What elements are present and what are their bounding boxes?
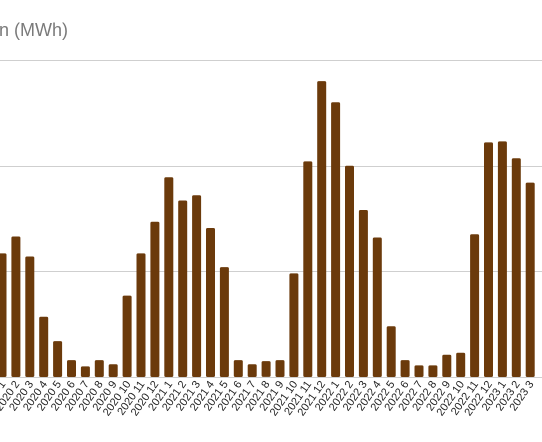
bar xyxy=(0,253,7,377)
bar xyxy=(178,200,188,377)
bar xyxy=(164,177,174,377)
bar xyxy=(317,81,327,377)
bar xyxy=(247,364,257,377)
bar xyxy=(428,365,438,377)
bar xyxy=(372,237,382,377)
bar xyxy=(11,236,21,377)
bar xyxy=(122,295,132,377)
bar xyxy=(39,316,49,377)
bar xyxy=(470,234,480,377)
bar xyxy=(484,142,493,377)
bar xyxy=(303,161,313,377)
bar xyxy=(525,182,535,377)
bar xyxy=(136,253,146,377)
bar xyxy=(456,352,466,377)
bar xyxy=(94,360,104,377)
bar xyxy=(331,102,341,378)
gridlines xyxy=(0,60,542,378)
bar xyxy=(150,221,160,377)
bar xyxy=(414,365,424,377)
bar xyxy=(497,141,507,377)
bars xyxy=(0,81,535,378)
bar xyxy=(219,267,229,377)
bar xyxy=(511,158,521,377)
bar xyxy=(80,366,90,377)
bar xyxy=(345,165,354,377)
bar xyxy=(261,361,271,377)
chart-title: tion (MWh) xyxy=(0,20,69,40)
bar xyxy=(108,364,118,377)
bar xyxy=(192,195,202,377)
bar xyxy=(206,228,215,377)
bar xyxy=(358,210,368,377)
bar xyxy=(289,273,299,377)
bar xyxy=(233,360,243,377)
bar xyxy=(386,326,396,377)
bar xyxy=(275,360,285,377)
bar xyxy=(53,341,63,377)
bar xyxy=(67,360,76,377)
bar xyxy=(442,354,452,377)
bar xyxy=(400,360,410,377)
bar xyxy=(25,256,35,377)
